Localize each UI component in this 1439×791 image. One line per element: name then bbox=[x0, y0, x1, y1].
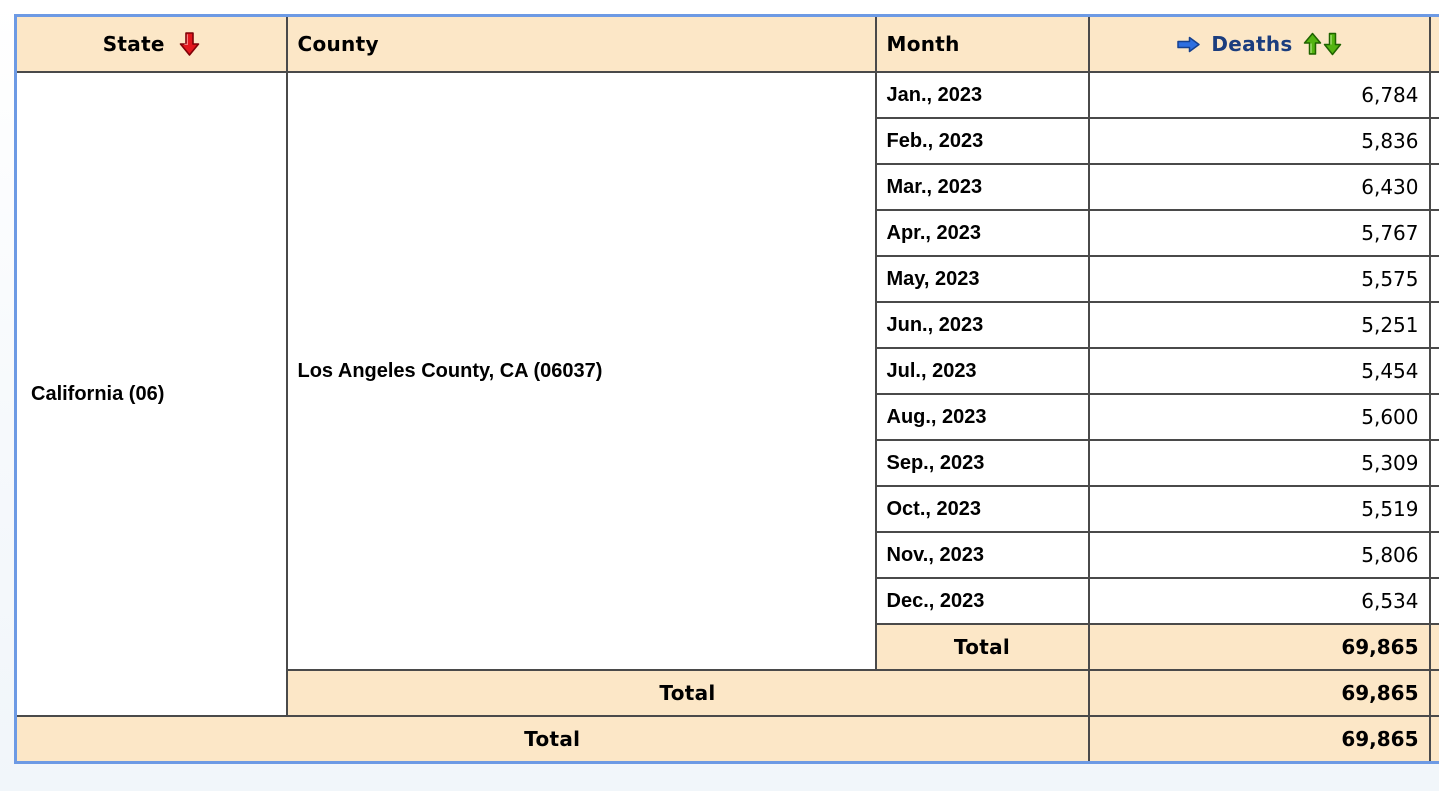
deaths-cell: 6,784 bbox=[1087, 71, 1431, 119]
partial-cell bbox=[1428, 439, 1439, 487]
county-total-row: Total 69,865 bbox=[16, 669, 1439, 717]
month-cell: Feb., 2023 bbox=[874, 117, 1090, 165]
deaths-cell: 5,454 bbox=[1087, 347, 1431, 395]
month-column-header: Month bbox=[874, 14, 1090, 73]
deaths-cell: 6,534 bbox=[1087, 577, 1431, 625]
state-column-header: State bbox=[14, 14, 288, 73]
deaths-cell: 5,251 bbox=[1087, 301, 1431, 349]
month-cell: Oct., 2023 bbox=[874, 485, 1090, 533]
table-row: Jul., 2023 5,454 bbox=[16, 347, 1439, 395]
deaths-cell: 5,767 bbox=[1087, 209, 1431, 257]
deaths-header-label[interactable]: Deaths bbox=[1211, 32, 1293, 56]
partial-cell bbox=[1428, 301, 1439, 349]
month-cell: Nov., 2023 bbox=[874, 531, 1090, 579]
month-cell: Mar., 2023 bbox=[874, 163, 1090, 211]
grand-total-row: Total 69,865 bbox=[14, 715, 1439, 764]
month-total-label: Total bbox=[874, 623, 1090, 671]
partial-cell bbox=[1428, 117, 1439, 165]
partial-cell bbox=[1428, 485, 1439, 533]
deaths-cell: 5,600 bbox=[1087, 393, 1431, 441]
partial-cell bbox=[1428, 71, 1439, 119]
table-row: Oct., 2023 5,519 bbox=[16, 485, 1439, 533]
deaths-cell: 5,836 bbox=[1087, 117, 1431, 165]
month-cell: Jan., 2023 bbox=[874, 71, 1090, 119]
month-total-row: Total 69,865 bbox=[16, 623, 1439, 671]
sort-descending-green-down-arrow-icon[interactable] bbox=[1323, 32, 1342, 56]
grand-total-label: Total bbox=[14, 715, 1090, 764]
deaths-cell: 5,519 bbox=[1087, 485, 1431, 533]
table-row: Feb., 2023 5,836 bbox=[16, 117, 1439, 165]
table-row: Mar., 2023 6,430 bbox=[16, 163, 1439, 211]
deaths-cell: 5,309 bbox=[1087, 439, 1431, 487]
deaths-cell: 5,806 bbox=[1087, 531, 1431, 579]
grand-total-deaths: 69,865 bbox=[1087, 715, 1431, 764]
month-cell: Aug., 2023 bbox=[874, 393, 1090, 441]
month-cell: Jun., 2023 bbox=[874, 301, 1090, 349]
partial-cell bbox=[1428, 393, 1439, 441]
county-total-deaths: 69,865 bbox=[1087, 669, 1431, 717]
table-row: May, 2023 5,575 bbox=[16, 255, 1439, 303]
month-header-label: Month bbox=[886, 32, 960, 56]
state-header-label: State bbox=[102, 32, 165, 56]
table-row: Aug., 2023 5,600 bbox=[16, 393, 1439, 441]
deaths-cell: 5,575 bbox=[1087, 255, 1431, 303]
month-cell: Sep., 2023 bbox=[874, 439, 1090, 487]
sort-ascending-green-up-arrow-icon[interactable] bbox=[1303, 32, 1322, 56]
partial-cell bbox=[1428, 255, 1439, 303]
month-total-deaths: 69,865 bbox=[1087, 623, 1431, 671]
table-row: Sep., 2023 5,309 bbox=[16, 439, 1439, 487]
table-row: Nov., 2023 5,806 bbox=[16, 531, 1439, 579]
deaths-cell: 6,430 bbox=[1087, 163, 1431, 211]
county-cell: Los Angeles County, CA (06037) bbox=[285, 71, 877, 671]
results-table-container: State County Month bbox=[14, 14, 1439, 777]
month-cell: Dec., 2023 bbox=[874, 577, 1090, 625]
sort-descending-red-down-arrow-icon[interactable] bbox=[179, 31, 200, 57]
table-row: Jun., 2023 5,251 bbox=[16, 301, 1439, 349]
state-cell: California (06) bbox=[14, 71, 288, 717]
partial-cell bbox=[1428, 163, 1439, 211]
month-cell: May, 2023 bbox=[874, 255, 1090, 303]
table-header-row: State County Month bbox=[14, 14, 1439, 73]
month-cell: Jul., 2023 bbox=[874, 347, 1090, 395]
county-total-label: Total bbox=[285, 669, 1090, 717]
county-header-label: County bbox=[297, 32, 379, 56]
partial-cell bbox=[1428, 209, 1439, 257]
month-cell: Apr., 2023 bbox=[874, 209, 1090, 257]
table-row: Dec., 2023 6,534 bbox=[16, 577, 1439, 625]
partial-column-header bbox=[1428, 14, 1439, 73]
table-row: Apr., 2023 5,767 bbox=[16, 209, 1439, 257]
measure-blue-right-arrow-icon bbox=[1176, 36, 1201, 53]
deaths-column-header: Deaths bbox=[1087, 14, 1431, 73]
partial-cell bbox=[1428, 577, 1439, 625]
county-column-header: County bbox=[285, 14, 877, 73]
table-row: California (06) Los Angeles County, CA (… bbox=[14, 71, 1439, 717]
partial-cell bbox=[1428, 347, 1439, 395]
partial-cell bbox=[1428, 715, 1439, 764]
results-table: State County Month bbox=[14, 14, 1439, 764]
partial-cell bbox=[1428, 531, 1439, 579]
partial-cell bbox=[1428, 623, 1439, 671]
partial-cell bbox=[1428, 669, 1439, 717]
